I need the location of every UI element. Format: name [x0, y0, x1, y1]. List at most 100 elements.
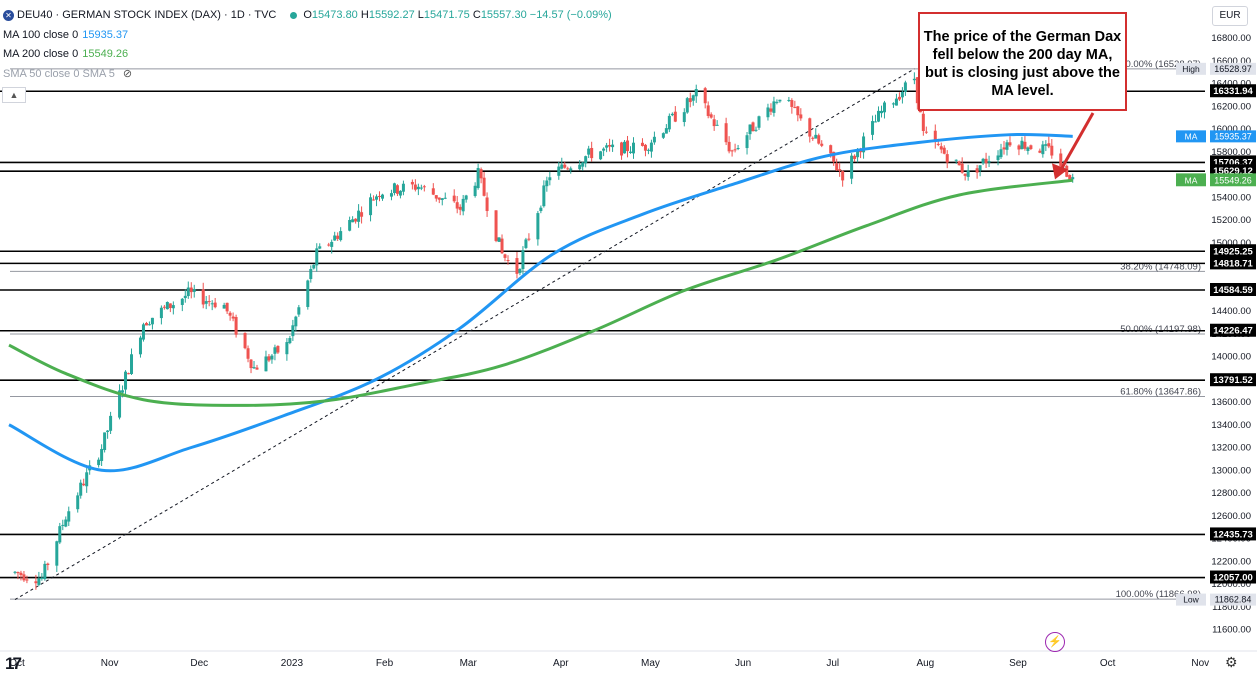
y-tick-label: 15200.00	[1211, 215, 1251, 226]
candle-body	[46, 563, 50, 565]
candle-body	[186, 287, 190, 297]
x-tick-label: Aug	[916, 658, 934, 669]
candle-body	[757, 116, 761, 128]
candle-body	[841, 171, 845, 181]
candle-body	[820, 143, 824, 146]
candle-body	[118, 390, 122, 418]
fib-level-label: 0.00% (16528.97)	[1125, 59, 1201, 70]
candle-body	[180, 298, 184, 305]
candle-body	[204, 301, 208, 304]
tradingview-logo-icon[interactable]: 17	[5, 654, 22, 673]
candle-body	[984, 158, 988, 164]
candle-body	[162, 306, 166, 308]
candle-body	[578, 164, 582, 170]
candle-body	[853, 155, 857, 159]
y-tick-label: 15400.00	[1211, 192, 1251, 203]
candle-body	[751, 122, 755, 132]
fib-level-label: 61.80% (13647.86)	[1120, 387, 1201, 398]
candle-body	[1071, 177, 1075, 180]
candle-body	[936, 143, 940, 145]
close-x-icon[interactable]: ✕	[3, 9, 14, 21]
candle-body	[787, 99, 791, 101]
y-tick-label: 13600.00	[1211, 397, 1251, 408]
candle-body	[796, 106, 800, 116]
candle-body	[545, 180, 549, 187]
annotation-callout: The price of the German Dax fell below t…	[918, 12, 1127, 111]
candle-body	[745, 135, 749, 149]
candle-body	[503, 254, 507, 258]
annotation-arrow-head	[1052, 163, 1068, 180]
candle-body	[775, 101, 779, 103]
candle-body	[25, 579, 29, 581]
candle-body	[900, 92, 904, 98]
candle-body	[862, 136, 866, 153]
candle-body	[587, 148, 591, 155]
currency-button[interactable]: EUR	[1212, 6, 1248, 26]
candle-body	[318, 246, 322, 249]
candle-body	[82, 483, 86, 486]
candle-body	[398, 190, 402, 196]
candle-body	[814, 134, 818, 139]
x-tick-label: 2023	[281, 658, 304, 669]
candle-body	[64, 519, 68, 527]
candle-body	[542, 185, 546, 207]
candle-body	[79, 482, 83, 496]
candle-body	[1050, 145, 1054, 156]
candle-body	[100, 448, 104, 461]
candle-body	[192, 289, 196, 292]
candle-body	[479, 169, 483, 179]
candle-body	[255, 367, 259, 370]
ohlc-close: 15557.30	[480, 9, 527, 21]
candle-body	[249, 359, 253, 369]
candle-body	[921, 113, 925, 132]
candle-body	[963, 173, 967, 176]
ma200-value: 15549.26	[82, 48, 129, 60]
candle-body	[730, 150, 734, 152]
axis-tag-name: MA	[1185, 131, 1198, 141]
candle-body	[225, 302, 229, 312]
candle-body	[1008, 142, 1012, 146]
candle-body	[670, 113, 674, 116]
legend-sma50[interactable]: SMA 50 close 0 SMA 5 ⊘	[3, 66, 132, 82]
candle-body	[724, 123, 728, 143]
candle-body	[309, 269, 313, 280]
hidden-eye-icon[interactable]: ⊘	[122, 68, 133, 80]
candle-body	[673, 111, 677, 122]
axis-price-text: 15549.26	[1214, 175, 1252, 185]
candle-body	[306, 280, 310, 307]
candle-body	[243, 332, 247, 349]
candle-body	[817, 135, 821, 144]
candle-body	[312, 264, 316, 269]
candle-body	[590, 147, 594, 159]
candle-body	[288, 338, 292, 344]
candle-body	[264, 356, 268, 372]
candle-body	[882, 102, 886, 113]
candle-body	[234, 317, 238, 335]
legend-ma100[interactable]: MA 100 close 0 15935.37	[3, 27, 128, 43]
candle-body	[599, 151, 603, 160]
fib-level-label: 38.20% (14748.09)	[1120, 261, 1201, 272]
level-price-tag	[1210, 570, 1256, 584]
axis-tag-box	[1176, 174, 1206, 187]
lightning-icon[interactable]: ⚡	[1045, 632, 1065, 652]
level-price-label: 14584.59	[1213, 285, 1253, 296]
y-tick-label: 14000.00	[1211, 352, 1251, 363]
axis-price-text: 11862.84	[1215, 595, 1252, 605]
candle-body	[473, 185, 477, 197]
collapse-legend-button[interactable]: ▲	[2, 87, 26, 103]
level-price-label: 12435.73	[1213, 529, 1253, 540]
candle-body	[61, 524, 65, 526]
candle-body	[189, 287, 193, 293]
candle-body	[1005, 142, 1009, 150]
legend-ma200[interactable]: MA 200 close 0 15549.26	[3, 46, 128, 62]
sma50-label: SMA 50 close 0 SMA 5	[3, 68, 115, 80]
candle-body	[297, 307, 301, 315]
candle-body	[213, 302, 217, 308]
candle-body	[527, 238, 531, 240]
settings-gear-icon[interactable]: ⚙	[1225, 654, 1238, 670]
candle-body	[339, 231, 343, 241]
candle-body	[736, 147, 740, 149]
candle-body	[19, 572, 23, 576]
fib-level-label: 100.00% (11866.98)	[1116, 589, 1201, 600]
